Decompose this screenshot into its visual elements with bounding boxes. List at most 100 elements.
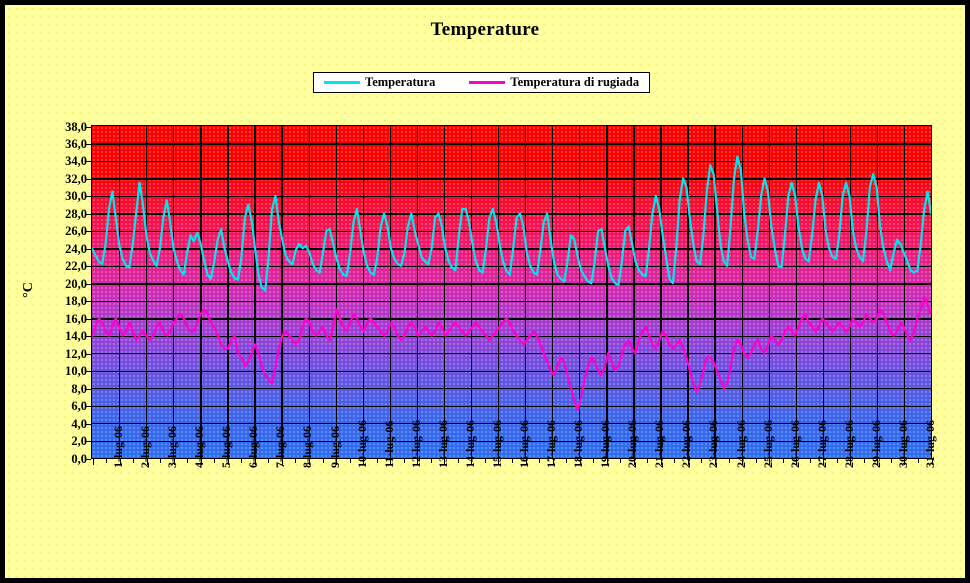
y-tick-label: 2,0: [71, 434, 87, 449]
y-tick-mark: [86, 423, 91, 425]
x-tick-mark-major: [390, 458, 392, 465]
y-tick-label: 20,0: [65, 276, 87, 291]
y-tick-mark: [86, 301, 91, 303]
grid-line-vertical: [795, 126, 797, 458]
x-tick-mark-minor: [322, 458, 324, 463]
x-tick-mark-major: [660, 458, 662, 465]
x-tick-label: 9-lug-06: [327, 426, 342, 468]
x-tick-label: 17-lug-06: [544, 420, 559, 468]
y-tick-mark: [86, 231, 91, 233]
x-tick-mark-major: [687, 458, 689, 465]
grid-line-vertical: [119, 126, 121, 458]
x-tick-mark-minor: [593, 458, 595, 463]
chart-legend: Temperatura Temperatura di rugiada: [313, 72, 651, 93]
x-tick-mark-major: [552, 458, 554, 465]
x-tick-label: 12-lug-06: [408, 420, 423, 468]
x-tick-mark-major: [363, 458, 365, 465]
x-tick-label: 3-lug-06: [165, 426, 180, 468]
x-tick-mark-major: [119, 458, 121, 465]
x-tick-mark-major: [579, 458, 581, 465]
grid-line-vertical: [308, 126, 310, 458]
x-tick-mark-minor: [674, 458, 676, 463]
x-tick-mark-minor: [403, 458, 405, 463]
y-tick-label: 4,0: [71, 416, 87, 431]
grid-line-vertical: [633, 126, 635, 458]
x-tick-mark-major: [336, 458, 338, 465]
x-tick-mark-major: [309, 458, 311, 465]
legend-swatch-temperatura: [324, 81, 360, 84]
x-tick-mark-minor: [620, 458, 622, 463]
grid-line-horizontal: [92, 248, 931, 250]
x-tick-mark-minor: [160, 458, 162, 463]
grid-line-vertical: [714, 126, 716, 458]
grid-line-vertical: [903, 126, 906, 458]
plot-area: [91, 125, 932, 459]
y-tick-label: 18,0: [65, 294, 87, 309]
legend-swatch-temperatura-di-rugiada: [469, 81, 506, 84]
grid-line-vertical: [768, 126, 770, 458]
y-tick-mark: [86, 143, 91, 145]
y-tick-mark: [86, 126, 91, 128]
grid-line-horizontal: [92, 335, 931, 337]
y-tick-mark: [86, 248, 91, 250]
series-line-temperatura-di-rugiada: [92, 296, 931, 410]
grid-line-horizontal: [92, 300, 931, 303]
grid-line-horizontal: [92, 143, 931, 145]
x-tick-mark-major: [471, 458, 473, 465]
x-tick-mark-minor: [106, 458, 108, 463]
grid-line-vertical: [822, 126, 825, 458]
x-tick-label: 4-lug-06: [192, 426, 207, 468]
x-tick-mark-minor: [809, 458, 811, 463]
grid-line-horizontal: [92, 423, 931, 425]
gradient-background: [92, 126, 931, 458]
x-tick-mark-major: [606, 458, 608, 465]
grid-line-vertical: [254, 126, 256, 458]
x-tick-mark-minor: [566, 458, 568, 463]
x-tick-label: 2-lug-06: [138, 426, 153, 468]
y-tick-label: 38,0: [65, 119, 87, 134]
x-tick-mark-major: [417, 458, 419, 465]
x-tick-mark-major: [92, 458, 94, 465]
y-tick-label: 16,0: [65, 311, 87, 326]
x-tick-label: 15-lug-06: [489, 420, 504, 468]
x-tick-label: 13-lug-06: [435, 420, 450, 468]
x-tick-label: 23-lug-06: [706, 420, 721, 468]
grid-line-vertical: [579, 126, 581, 458]
x-tick-label: 18-lug-06: [571, 420, 586, 468]
y-tick-label: 36,0: [65, 136, 87, 151]
x-tick-label: 24-lug-06: [733, 420, 748, 468]
x-axis-tickmarks: [91, 458, 933, 468]
x-tick-label: 10-lug-06: [354, 420, 369, 468]
x-tick-mark-minor: [187, 458, 189, 463]
y-tick-mark: [86, 178, 91, 180]
grid-line-vertical: [470, 126, 473, 458]
grid-line-vertical: [335, 126, 337, 458]
x-tick-mark-minor: [484, 458, 486, 463]
grid-line-vertical: [525, 126, 527, 458]
y-axis-ticks: 0,0 2,0 4,0 6,0 8,0 10,0 12,0 14,0 16,0 18,0 20,0 2…: [5, 5, 91, 578]
x-tick-mark-minor: [917, 458, 919, 463]
grid-line-vertical: [227, 126, 229, 458]
y-tick-mark: [86, 371, 91, 373]
x-tick-mark-minor: [512, 458, 513, 463]
grid-line-horizontal: [92, 160, 931, 163]
x-tick-mark-minor: [836, 458, 838, 463]
x-tick-mark-major: [904, 458, 906, 465]
x-tick-mark-major: [254, 458, 256, 465]
y-tick-label: 32,0: [65, 171, 87, 186]
y-tick-label: 30,0: [65, 189, 87, 204]
legend-item-temperatura: Temperatura: [324, 75, 435, 90]
grid-line-vertical: [416, 126, 419, 458]
x-tick-label: 16-lug-06: [517, 420, 531, 468]
grid-line-vertical: [146, 126, 148, 458]
x-tick-label: 29-lug-06: [868, 420, 883, 468]
grid-line-vertical: [606, 126, 608, 458]
gradient-texture: [92, 126, 931, 458]
y-tick-label: 24,0: [65, 241, 87, 256]
grid-line-horizontal: [92, 370, 931, 372]
x-tick-mark-minor: [539, 458, 541, 463]
x-tick-label: 19-lug-06: [598, 420, 613, 468]
grid-line-vertical: [389, 126, 391, 458]
x-tick-label: 27-lug-06: [814, 420, 829, 468]
y-tick-mark: [86, 388, 91, 390]
